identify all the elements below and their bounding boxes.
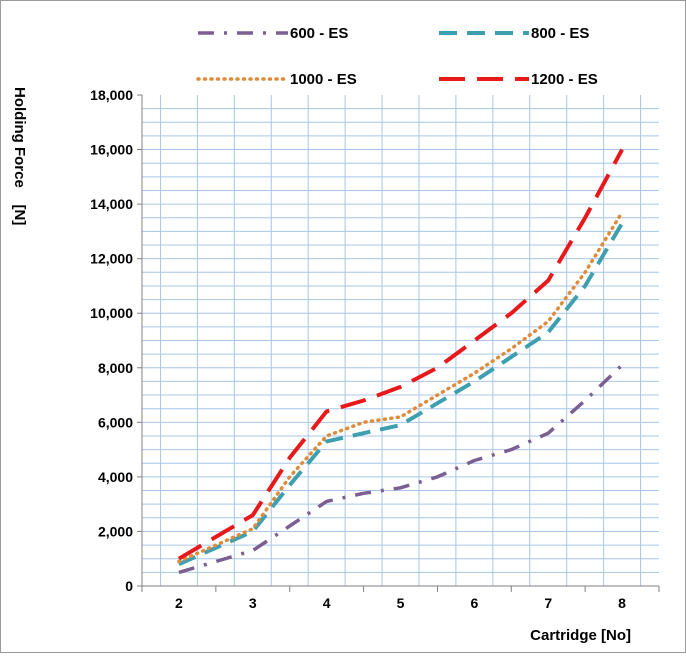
series-line-1 (178, 363, 624, 575)
legend-label-3: 1000 - ES (290, 71, 357, 88)
y-axis-title: Holding Force [N] (11, 87, 28, 225)
y-tick-label: 0 (125, 578, 133, 594)
x-tick-label: 4 (323, 595, 331, 611)
x-axis-title: Cartridge [No] (530, 627, 631, 644)
legend-label-2: 800 - ES (531, 25, 589, 42)
axes (137, 94, 660, 592)
legend-label-1: 600 - ES (290, 25, 348, 42)
y-tick-label: 14,000 (90, 196, 133, 212)
x-tick-label: 2 (175, 595, 183, 611)
legend-label-4: 1200 - ES (531, 71, 598, 88)
y-tick-label: 6,000 (98, 414, 133, 430)
legend: 600 - ES 800 - ES 1000 - ES 1200 - ES (196, 25, 598, 88)
x-tick-label: 3 (249, 595, 257, 611)
y-tick-label: 12,000 (90, 251, 133, 267)
x-tick-label: 6 (470, 595, 478, 611)
y-tick-label: 8,000 (98, 360, 133, 376)
x-tick-label: 7 (544, 595, 552, 611)
tick-labels: 0 2,000 4,000 6,000 8,000 10,000 12,000 14,000 1… (90, 87, 626, 611)
series-line-2 (178, 222, 624, 567)
x-tick-label: 5 (397, 595, 405, 611)
x-tick-label: 8 (618, 595, 626, 611)
y-tick-label: 2,000 (98, 523, 133, 539)
y-tick-label: 16,000 (90, 142, 133, 158)
y-tick-label: 10,000 (90, 305, 133, 321)
series-line-4 (177, 148, 624, 561)
grid (142, 95, 659, 586)
y-tick-label: 18,000 (90, 87, 133, 103)
series (177, 148, 624, 575)
y-tick-label: 4,000 (98, 469, 133, 485)
